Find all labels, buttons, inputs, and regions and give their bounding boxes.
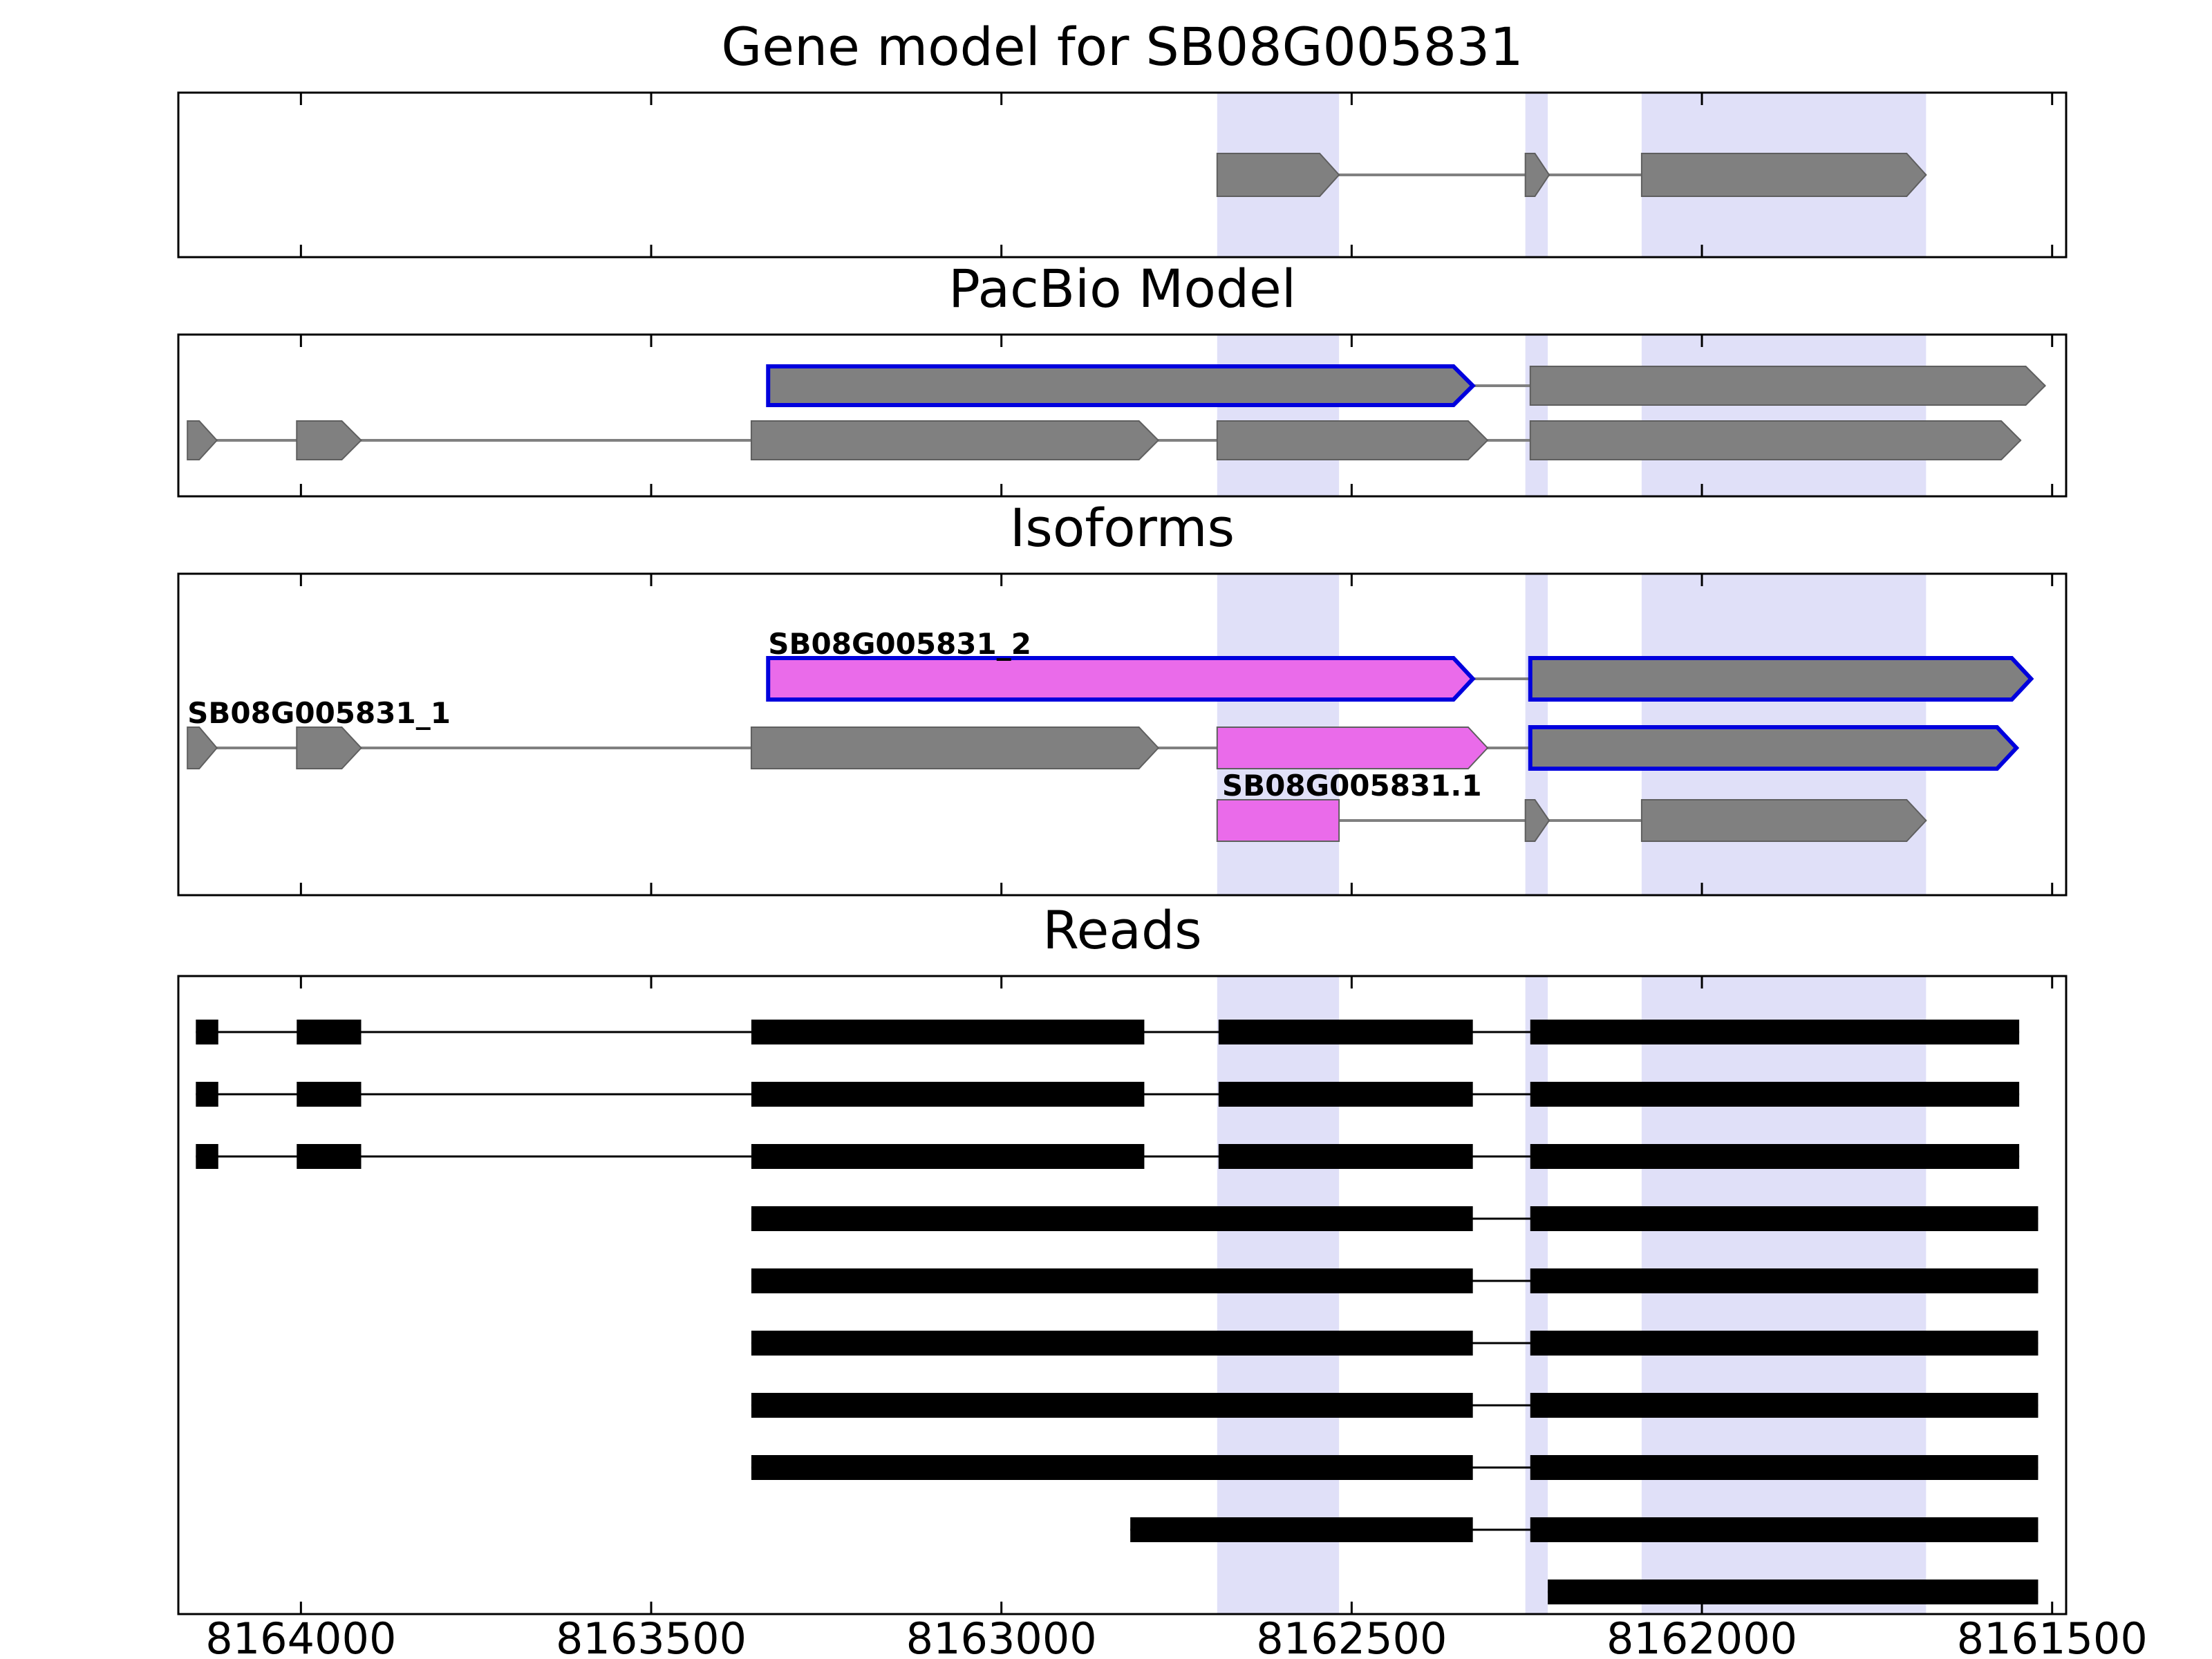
read-block <box>196 1144 218 1169</box>
exon <box>1528 656 2034 702</box>
read-block <box>751 1020 1145 1044</box>
x-tick-label: 8161500 <box>1956 1613 2148 1659</box>
read-block <box>1130 1517 1473 1542</box>
panel-title-reads: Reads <box>1042 899 1202 961</box>
read-block <box>1530 1393 2038 1418</box>
exon <box>1216 799 1340 842</box>
transcript-label: SB08G005831.1 <box>1222 769 1482 803</box>
exon <box>1524 799 1550 842</box>
exon <box>766 364 1476 407</box>
panel-border <box>177 91 2068 259</box>
read-block <box>1218 1020 1473 1044</box>
read-block <box>196 1082 218 1107</box>
highlight-band <box>1525 335 1548 496</box>
x-tick-label: 8163500 <box>555 1613 747 1659</box>
read-block <box>1218 1082 1473 1107</box>
read-block <box>1530 1206 2038 1231</box>
read-block <box>297 1082 362 1107</box>
exon <box>1640 153 1927 197</box>
read-block <box>751 1268 1473 1293</box>
read-block <box>751 1393 1473 1418</box>
exon <box>1216 153 1340 197</box>
exon <box>1524 153 1550 197</box>
read-block <box>1218 1144 1473 1169</box>
read-block <box>751 1206 1473 1231</box>
read-block <box>297 1144 362 1169</box>
transcript-label: SB08G005831_2 <box>768 627 1031 661</box>
exon <box>187 420 218 460</box>
read-block <box>751 1144 1145 1169</box>
read-block <box>751 1455 1473 1480</box>
exon <box>1529 366 2047 406</box>
read-block <box>1530 1268 2038 1293</box>
exon <box>296 420 362 460</box>
panel-title-pacbio-model: PacBio Model <box>948 258 1296 319</box>
exon <box>750 727 1160 769</box>
read-block <box>1530 1082 2020 1107</box>
read-block <box>1530 1517 2038 1542</box>
x-tick-label: 8163000 <box>906 1613 1097 1659</box>
panel-border <box>177 572 2068 897</box>
exon <box>296 727 362 769</box>
x-tick-label: 8164000 <box>205 1613 397 1659</box>
highlight-band <box>1217 335 1340 496</box>
x-tick-label: 8162500 <box>1256 1613 1447 1659</box>
exon <box>1216 727 1489 769</box>
read-block <box>751 1082 1145 1107</box>
x-tick-label: 8162000 <box>1606 1613 1798 1659</box>
transcript-label: SB08G005831_1 <box>187 696 451 730</box>
read-block <box>1530 1331 2038 1356</box>
exon <box>750 420 1160 460</box>
exon <box>1640 799 1927 842</box>
read-block <box>1530 1020 2020 1044</box>
highlight-band <box>1641 335 1927 496</box>
read-block <box>196 1020 218 1044</box>
exon <box>766 656 1476 702</box>
panel-title-isoforms: Isoforms <box>1009 497 1235 559</box>
exon <box>1529 420 2022 460</box>
read-block <box>1530 1455 2038 1480</box>
panel-border <box>177 975 2068 1615</box>
read-block <box>1530 1144 2020 1169</box>
read-block <box>1548 1580 2038 1604</box>
read-block <box>297 1020 362 1044</box>
exon <box>1216 420 1489 460</box>
read-block <box>751 1331 1473 1356</box>
exon <box>187 727 218 769</box>
panel-title-gene-model: Gene model for SB08G005831 <box>721 16 1524 77</box>
exon <box>1528 725 2020 771</box>
panel-border <box>177 333 2068 498</box>
